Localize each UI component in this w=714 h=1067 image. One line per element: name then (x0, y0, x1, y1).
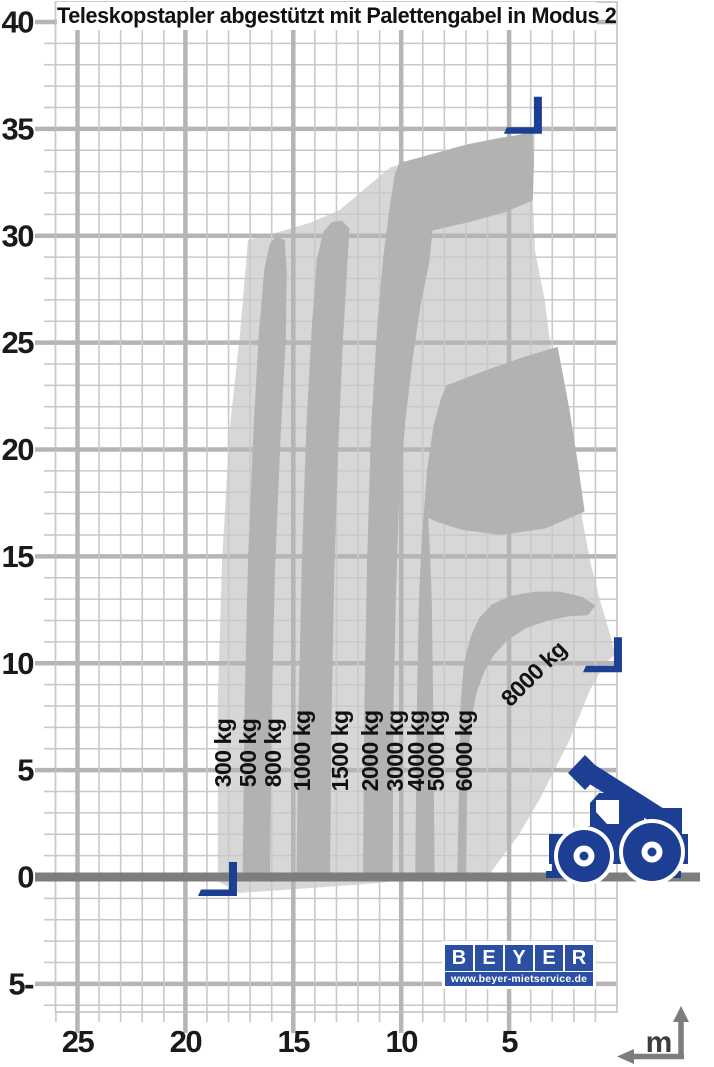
svg-text:15: 15 (2, 539, 35, 574)
fork-marker-max-reach (197, 862, 237, 897)
band-4000kg (415, 346, 585, 877)
pallet-fork-icons (197, 96, 622, 897)
beyer-logo-letter: Y (505, 945, 533, 971)
svg-text:800 kg: 800 kg (260, 719, 286, 788)
svg-text:10: 10 (385, 1024, 417, 1059)
svg-text:40: 40 (2, 5, 34, 40)
svg-text:6000 kg: 6000 kg (451, 710, 477, 791)
beyer-logo-url: www.beyer-mietservice.de (445, 972, 593, 986)
band-500kg (242, 236, 287, 880)
axis-unit-arrows: m (617, 1006, 689, 1064)
band-2000kg-top (363, 132, 534, 878)
svg-text:20: 20 (170, 1024, 202, 1059)
fork-marker-max-height (503, 96, 542, 134)
beyer-logo-letter: B (445, 945, 473, 971)
axis-labels: 40 35 30 25 20 15 10 5 0 5- 25 20 15 10 5 (2, 5, 520, 1060)
svg-text:5: 5 (501, 1024, 518, 1059)
svg-text:15: 15 (278, 1024, 311, 1059)
fork-marker-right (582, 637, 622, 673)
svg-text:5-: 5- (8, 966, 34, 1001)
band-1000kg (296, 220, 350, 878)
telehandler-icon (546, 755, 688, 886)
svg-text:35: 35 (2, 111, 35, 146)
svg-text:500 kg: 500 kg (235, 719, 261, 788)
beyer-logo-letter: E (475, 945, 503, 971)
svg-text:10: 10 (2, 646, 34, 681)
beyer-logo-letter: R (565, 945, 593, 971)
svg-text:20: 20 (2, 432, 34, 467)
svg-text:2000 kg: 2000 kg (357, 710, 383, 791)
svg-text:300 kg: 300 kg (210, 719, 236, 788)
svg-text:1000 kg: 1000 kg (289, 710, 315, 791)
svg-text:30: 30 (2, 218, 34, 253)
svg-text:0: 0 (17, 860, 33, 895)
svg-text:5000 kg: 5000 kg (423, 710, 449, 791)
axis-unit-m: m (646, 1026, 673, 1059)
beyer-logo-letter: E (535, 945, 563, 971)
svg-text:4000 kg: 4000 kg (403, 710, 429, 791)
svg-text:5: 5 (17, 753, 34, 788)
capacity-bands-dark (242, 132, 596, 880)
svg-text:3000 kg: 3000 kg (382, 710, 408, 791)
svg-text:25: 25 (62, 1024, 95, 1059)
svg-text:1500 kg: 1500 kg (327, 710, 353, 791)
axis-ticks (35, 19, 597, 1033)
chart-title: Teleskopstapler abgestützt mit Paletteng… (57, 2, 617, 30)
svg-text:25: 25 (2, 325, 35, 360)
ground-zero-line (42, 872, 700, 882)
